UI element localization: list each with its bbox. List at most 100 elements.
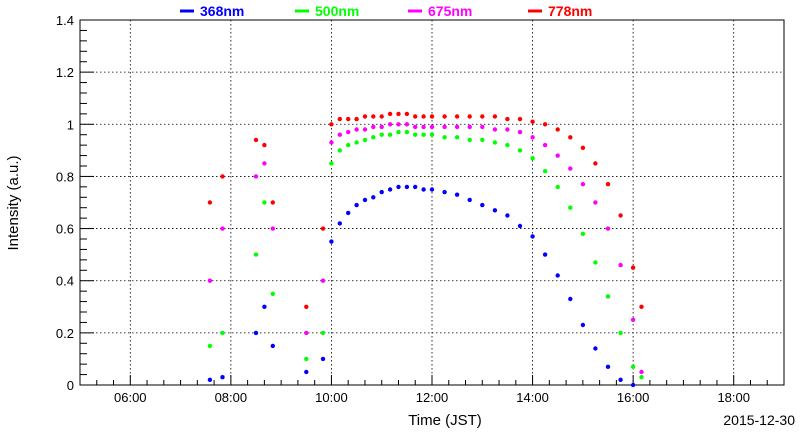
data-point — [320, 278, 326, 283]
data-point — [396, 184, 401, 190]
data-point — [207, 278, 213, 283]
data-point — [337, 116, 342, 122]
data-point — [429, 132, 435, 137]
data-point — [270, 226, 275, 231]
data-point — [354, 116, 359, 122]
axis-ticks — [79, 19, 785, 386]
data-point — [396, 111, 401, 117]
data-point — [387, 111, 393, 117]
data-point — [467, 197, 472, 203]
data-point — [517, 129, 523, 135]
data-point — [454, 124, 460, 130]
data-point — [262, 142, 267, 148]
data-point — [354, 127, 359, 132]
data-point — [630, 317, 636, 322]
data-point — [618, 330, 623, 336]
data-point — [639, 375, 644, 380]
data-point — [371, 195, 376, 200]
data-point — [304, 330, 309, 336]
data-point — [530, 135, 535, 140]
data-point — [404, 129, 410, 135]
data-point — [618, 213, 623, 218]
data-point — [320, 356, 326, 362]
data-point — [354, 202, 359, 208]
data-point — [517, 223, 523, 229]
data-point — [517, 116, 523, 122]
data-point — [396, 129, 401, 135]
data-point — [329, 161, 334, 166]
data-point — [618, 377, 623, 382]
data-point — [505, 127, 510, 132]
data-point — [605, 226, 611, 231]
data-point — [630, 265, 636, 270]
data-point — [467, 124, 472, 130]
data-point — [262, 200, 267, 205]
data-point — [605, 364, 611, 369]
x-tick-label: 14:00 — [516, 390, 549, 405]
data-point — [404, 122, 410, 127]
data-point — [207, 343, 213, 349]
data-point — [555, 273, 560, 278]
x-tick-label: 18:00 — [717, 390, 750, 405]
data-point — [442, 124, 447, 130]
data-point — [454, 135, 460, 140]
legend-label: 675nm — [428, 3, 472, 19]
data-point — [480, 124, 485, 130]
data-point — [593, 161, 598, 166]
data-point — [304, 356, 309, 362]
data-point — [555, 184, 560, 190]
data-point — [207, 377, 213, 382]
data-point — [337, 132, 342, 137]
data-point — [387, 122, 393, 127]
data-points — [207, 111, 644, 388]
data-point — [262, 304, 267, 309]
data-point — [530, 119, 535, 124]
y-axis-title: Intensity (a.u.) — [5, 155, 22, 250]
data-point — [593, 346, 598, 351]
data-point — [542, 122, 548, 127]
x-tick-label: 08:00 — [215, 390, 248, 405]
data-point — [593, 260, 598, 265]
data-point — [542, 169, 548, 174]
data-point — [304, 304, 309, 309]
data-point — [517, 148, 523, 153]
data-point — [555, 127, 560, 132]
data-point — [346, 129, 351, 135]
data-point — [346, 210, 351, 216]
data-point — [429, 114, 435, 119]
legend: 368nm 500nm 675nm 778nm — [180, 3, 592, 19]
data-point — [270, 200, 275, 205]
series-675nm — [207, 122, 644, 375]
data-point — [421, 114, 426, 119]
data-point — [220, 330, 225, 336]
data-point — [379, 189, 384, 195]
data-point — [253, 174, 259, 179]
data-point — [379, 132, 384, 137]
data-point — [421, 132, 426, 137]
data-point — [454, 192, 460, 197]
y-tick-label: 1.4 — [56, 13, 74, 28]
data-point — [329, 239, 334, 244]
data-point — [480, 114, 485, 119]
data-point — [492, 114, 498, 119]
y-tick-label: 0.6 — [56, 222, 74, 237]
data-point — [220, 174, 225, 179]
data-point — [253, 252, 259, 257]
data-point — [467, 114, 472, 119]
data-point — [329, 140, 334, 145]
data-point — [492, 208, 498, 213]
data-point — [207, 200, 213, 205]
data-point — [413, 114, 418, 119]
data-point — [354, 140, 359, 145]
data-point — [270, 291, 275, 296]
data-point — [346, 116, 351, 122]
legend-label: 368nm — [200, 3, 244, 19]
x-tick-labels: 06:00 08:00 10:00 12:00 14:00 16:00 18:00 — [114, 390, 750, 405]
data-point — [454, 114, 460, 119]
data-point — [421, 124, 426, 130]
x-tick-label: 06:00 — [114, 390, 147, 405]
data-point — [413, 132, 418, 137]
y-tick-label: 0.2 — [56, 326, 74, 341]
